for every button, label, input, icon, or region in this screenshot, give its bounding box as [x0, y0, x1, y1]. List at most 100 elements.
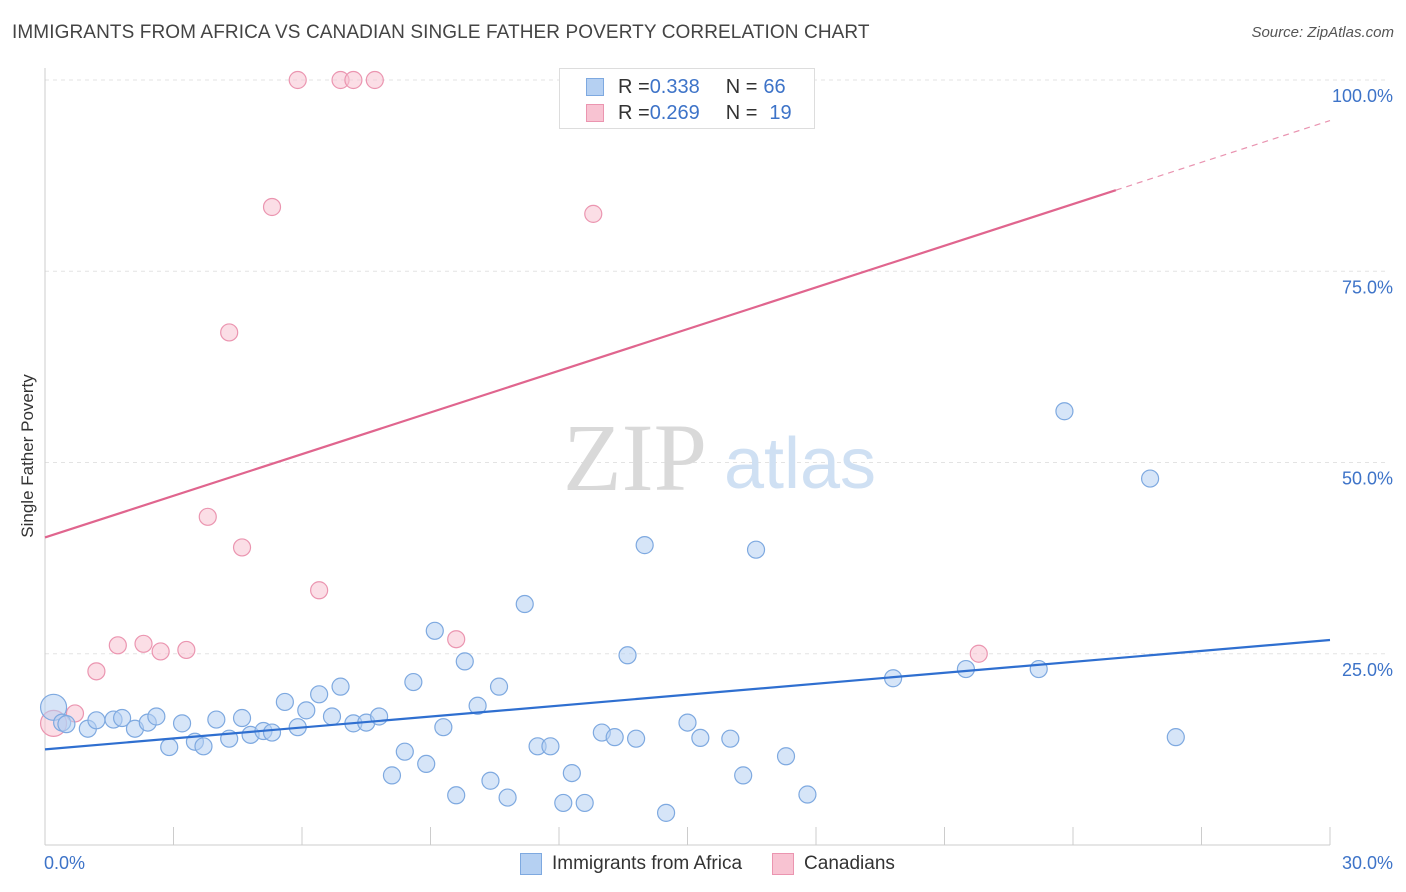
- africa-point: [635, 536, 654, 555]
- x-tick-label: 0.0%: [44, 853, 85, 873]
- canadians-trend-extension: [1115, 119, 1331, 191]
- legend-r-label: R =: [618, 75, 650, 98]
- africa-point: [498, 788, 517, 807]
- africa-point: [678, 713, 697, 732]
- africa-point: [776, 747, 796, 766]
- africa-point: [425, 621, 444, 640]
- x-tick-label: 30.0%: [1342, 853, 1393, 873]
- stats-legend: R = 0.338 N = 66 R = 0.269 N = 19: [559, 68, 815, 129]
- africa-point: [734, 766, 753, 785]
- africa-point: [232, 708, 252, 728]
- grid-layer: [45, 79, 1388, 655]
- tick-labels: 25.0% 50.0% 75.0% 100.0% 0.0% 30.0%: [44, 86, 1393, 873]
- legend-r-label: R =: [618, 101, 650, 124]
- canadians-point: [288, 70, 307, 90]
- canadians-point: [220, 323, 239, 342]
- africa-point: [395, 742, 414, 761]
- africa-point: [515, 594, 534, 614]
- canadians-trend-line: [44, 189, 1117, 539]
- legend-n-value: 19: [769, 101, 792, 124]
- canadians-point: [87, 662, 106, 681]
- watermark-zip: ZIP: [563, 404, 707, 511]
- africa-point: [172, 714, 192, 733]
- canadians-point: [969, 644, 988, 663]
- africa-point: [447, 786, 466, 805]
- canadians-point: [365, 70, 384, 90]
- canadians-point: [177, 640, 196, 660]
- africa-point: [331, 677, 350, 696]
- africa-point: [275, 692, 294, 712]
- africa-point: [417, 754, 436, 774]
- africa-trend-line: [44, 638, 1331, 751]
- legend-n-value: 66: [763, 75, 786, 98]
- africa-point: [194, 737, 213, 756]
- series-legend-africa[interactable]: Immigrants from Africa: [520, 853, 742, 875]
- africa-point: [554, 793, 573, 813]
- canadians-point: [108, 636, 127, 655]
- africa-point: [468, 696, 487, 715]
- series-swatch-blue: [520, 853, 542, 875]
- trend-layer: [44, 119, 1331, 751]
- africa-point: [310, 685, 329, 704]
- africa-point: [207, 710, 226, 729]
- africa-point: [562, 763, 581, 783]
- legend-n-label: N =: [725, 75, 758, 98]
- africa-point: [481, 771, 500, 790]
- africa-point: [1166, 728, 1185, 747]
- africa-point: [262, 723, 282, 742]
- chart-title: IMMIGRANTS FROM AFRICA VS CANADIAN SINGL…: [12, 22, 870, 43]
- canadians-point: [134, 634, 153, 653]
- y-axis-label: Single Father Poverty: [18, 374, 37, 538]
- africa-point: [147, 707, 166, 726]
- watermark-atlas: atlas: [724, 424, 876, 504]
- africa-point: [57, 715, 76, 734]
- africa-point: [721, 729, 740, 748]
- africa-point: [605, 728, 624, 747]
- series-label-canadians: Canadians: [804, 853, 895, 874]
- legend-row-canadians: R = 0.269 N = 19: [586, 101, 792, 125]
- legend-r-value: 0.269: [649, 101, 700, 124]
- africa-point: [541, 737, 560, 756]
- africa-point: [455, 652, 474, 671]
- y-tick-label: 75.0%: [1342, 277, 1393, 297]
- canadians-point: [344, 70, 363, 90]
- legend-swatch-pink: [586, 104, 604, 122]
- series-legend: Immigrants from Africa Canadians: [520, 852, 925, 876]
- africa-point: [626, 729, 646, 748]
- africa-point: [1029, 659, 1048, 679]
- y-tick-label: 50.0%: [1342, 469, 1393, 489]
- africa-point: [691, 728, 710, 748]
- africa-point: [434, 718, 453, 737]
- africa-point: [382, 766, 402, 785]
- africa-point: [575, 793, 594, 813]
- watermark: ZIP atlas: [563, 404, 876, 511]
- africa-point: [956, 659, 976, 679]
- africa-point: [656, 803, 676, 822]
- source-label: Source: ZipAtlas.com: [1251, 24, 1394, 41]
- canadians-point: [584, 204, 603, 223]
- legend-n-label: N =: [725, 101, 758, 124]
- series-legend-canadians[interactable]: Canadians: [772, 853, 895, 875]
- africa-point: [1140, 469, 1160, 488]
- canadians-point: [262, 197, 282, 217]
- africa-point: [112, 708, 132, 728]
- africa-point: [798, 785, 817, 804]
- africa-point: [87, 711, 106, 730]
- canadians-point: [232, 538, 252, 557]
- canadians-point: [310, 581, 329, 600]
- canadians-point: [151, 642, 170, 661]
- africa-point: [404, 672, 423, 692]
- legend-swatch-blue: [586, 78, 604, 96]
- legend-r-value: 0.338: [649, 75, 700, 98]
- africa-point: [489, 677, 509, 696]
- y-tick-label: 100.0%: [1332, 86, 1393, 106]
- africa-point: [618, 646, 637, 665]
- legend-row-africa: R = 0.338 N = 66: [586, 75, 786, 99]
- africa-point: [322, 707, 342, 726]
- canadians-point: [447, 630, 466, 649]
- africa-point: [746, 540, 766, 559]
- africa-point: [160, 737, 179, 757]
- y-tick-label: 25.0%: [1342, 660, 1393, 680]
- canadians-point: [198, 507, 217, 526]
